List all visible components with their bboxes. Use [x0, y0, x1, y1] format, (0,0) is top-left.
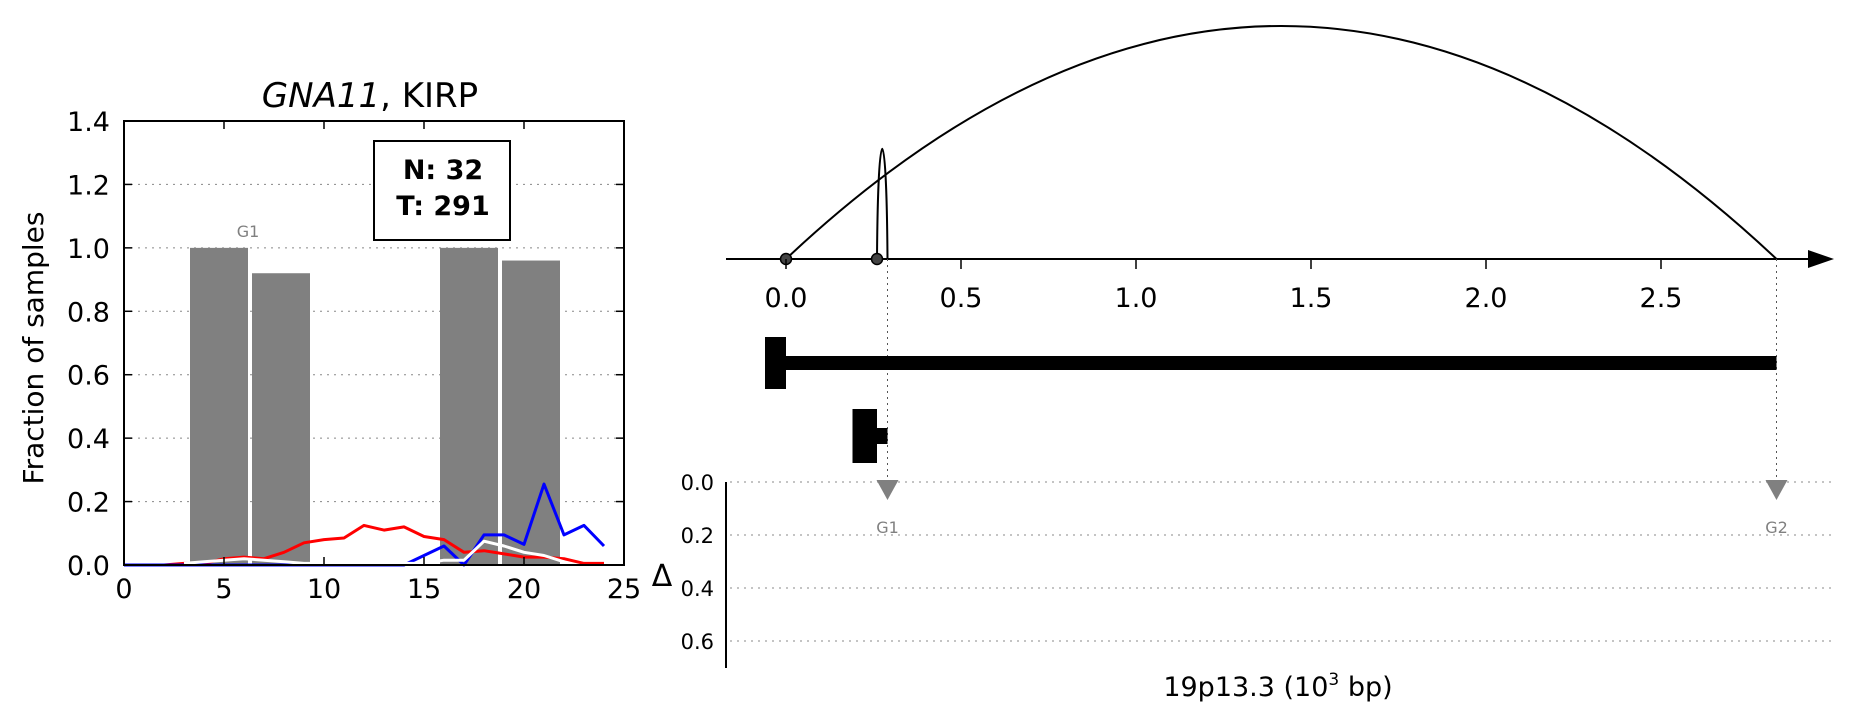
y-axis-label: Fraction of samples: [17, 212, 50, 485]
markers: G1 G2: [876, 479, 1788, 537]
x-tick-label: 0: [115, 574, 132, 605]
plot-frame: [123, 120, 625, 566]
y-tick-label: 0.6: [67, 361, 110, 392]
genome-tick-label: 2.0: [1465, 283, 1508, 314]
x-tick-label: 20: [507, 574, 541, 605]
bar: [190, 247, 248, 565]
legend-frame: [373, 140, 511, 241]
delta-tick-label: 0.0: [681, 471, 714, 495]
bar: [440, 247, 498, 565]
genome-tick-label: 0.5: [940, 283, 983, 314]
delta-tick-label: 0.2: [681, 524, 714, 548]
x-tick-label: 15: [407, 574, 441, 605]
genome-ticks: 0.0 0.5 1.0 1.5 2.0 2.5: [765, 259, 1683, 314]
x-tick-label: 25: [607, 574, 641, 605]
bar: [502, 260, 560, 565]
legend-box: N: 32 T: 291: [373, 140, 511, 241]
bar-chart-panel: GNA11, KIRP Fraction of samples 0 5 10 15 20…: [17, 76, 641, 605]
bar-annotation: G1: [237, 222, 260, 241]
arc: [876, 147, 889, 260]
chart-title: GNA11, KIRP: [262, 76, 478, 116]
genome-axis-label-sup: 3: [1328, 670, 1339, 690]
delta-grid: 0.0 0.2 0.4 0.6: [681, 471, 1835, 654]
genome-tick-label: 1.5: [1290, 283, 1333, 314]
gene-track-1-body: [786, 356, 1777, 370]
y-tick-label: 1.0: [67, 234, 110, 265]
delta-axis-label: Δ: [652, 559, 673, 594]
x-tick-label: 10: [307, 574, 341, 605]
marker-label: G2: [1765, 518, 1788, 537]
y-tick-label: 1.2: [67, 170, 110, 201]
x-tick-label: 5: [215, 574, 232, 605]
genome-axis-label-end: bp): [1339, 672, 1392, 703]
legend-t-label: T: 291: [396, 191, 490, 222]
gene-track-1-exon: [765, 337, 786, 389]
genome-tick-label: 1.0: [1115, 283, 1158, 314]
y-tick-label: 1.4: [67, 107, 110, 138]
x-axis-ticks: 0 5 10 15 20 25: [115, 121, 641, 605]
marker-label: G1: [876, 518, 899, 537]
arc-diagram-panel: 0.0 0.5 1.0 1.5 2.0 2.5 Δ 0.0 0.2 0.4 0.6 G1 G2 1…: [652, 25, 1835, 703]
bar: [252, 273, 310, 565]
marker-triangle: [876, 479, 899, 500]
genome-tick-label: 0.0: [765, 283, 808, 314]
delta-tick-label: 0.4: [681, 577, 714, 601]
y-tick-label: 0.8: [67, 297, 110, 328]
chart-title-gene: GNA11: [262, 76, 380, 116]
arcs: [785, 25, 1778, 260]
genome-axis-arrowhead: [1808, 250, 1834, 268]
guide-lines: [887, 259, 1777, 482]
genome-axis-label-main: 19p13.3 (10: [1163, 672, 1328, 703]
bars: [190, 247, 560, 565]
y-tick-label: 0.4: [67, 424, 110, 455]
delta-tick-label: 0.6: [681, 630, 714, 654]
chart-title-rest: , KIRP: [380, 76, 478, 116]
y-tick-label: 0.2: [67, 488, 110, 519]
y-axis-ticks: 0.0 0.2 0.4 0.6 0.8 1.0 1.2 1.4: [67, 107, 624, 582]
genome-axis-label: 19p13.3 (103 bp): [1163, 670, 1392, 703]
y-tick-label: 0.0: [67, 551, 110, 582]
arc-node: [870, 252, 884, 266]
legend-n-label: N: 32: [403, 155, 483, 186]
gene-track-2-exon: [852, 409, 877, 463]
gene-tracks: [765, 337, 1777, 463]
genome-tick-label: 2.5: [1640, 283, 1683, 314]
arc: [785, 25, 1778, 260]
marker-triangle: [1765, 479, 1788, 500]
